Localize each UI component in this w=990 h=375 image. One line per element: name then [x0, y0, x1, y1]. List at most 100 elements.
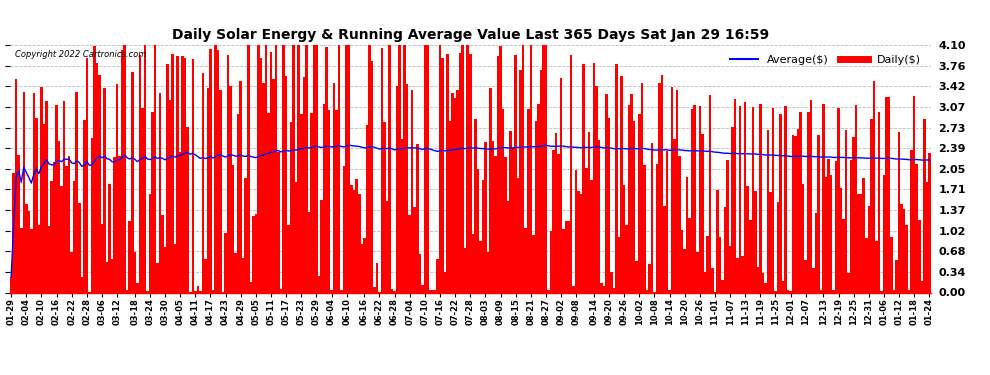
Bar [353, 190, 355, 292]
Bar [416, 144, 419, 292]
Bar [161, 215, 163, 292]
Bar [660, 75, 663, 292]
Bar [655, 164, 658, 292]
Bar [227, 55, 230, 292]
Bar [567, 221, 570, 292]
Bar [784, 106, 787, 292]
Bar [885, 98, 888, 292]
Bar [520, 70, 522, 292]
Bar [287, 225, 290, 292]
Bar [754, 191, 756, 292]
Bar [328, 110, 331, 292]
Bar [158, 93, 161, 292]
Bar [257, 45, 259, 292]
Bar [30, 229, 33, 292]
Bar [65, 166, 68, 292]
Bar [777, 202, 779, 292]
Bar [870, 119, 872, 292]
Bar [928, 153, 931, 292]
Bar [817, 135, 820, 292]
Bar [746, 186, 749, 292]
Bar [406, 84, 409, 292]
Bar [35, 118, 38, 292]
Bar [429, 290, 432, 292]
Bar [648, 264, 650, 292]
Bar [320, 200, 323, 292]
Bar [338, 45, 341, 292]
Bar [269, 51, 272, 292]
Bar [383, 122, 386, 292]
Bar [623, 185, 626, 292]
Bar [136, 283, 139, 292]
Bar [590, 180, 593, 292]
Bar [916, 164, 918, 292]
Bar [163, 247, 166, 292]
Bar [820, 290, 822, 292]
Bar [230, 86, 232, 292]
Bar [844, 130, 847, 292]
Bar [147, 291, 148, 292]
Bar [883, 175, 885, 292]
Bar [272, 79, 275, 292]
Bar [895, 260, 898, 292]
Bar [507, 201, 509, 292]
Bar [373, 287, 375, 292]
Bar [499, 46, 502, 292]
Bar [732, 127, 734, 292]
Bar [544, 45, 547, 292]
Bar [923, 119, 926, 292]
Bar [504, 157, 507, 292]
Bar [855, 105, 857, 292]
Bar [199, 291, 202, 292]
Bar [451, 93, 453, 292]
Bar [532, 235, 535, 292]
Bar [305, 45, 308, 292]
Bar [459, 53, 461, 292]
Bar [557, 154, 559, 292]
Bar [789, 291, 792, 292]
Bar [527, 110, 530, 292]
Bar [131, 72, 134, 292]
Title: Daily Solar Energy & Running Average Value Last 365 Days Sat Jan 29 16:59: Daily Solar Energy & Running Average Val… [171, 28, 769, 42]
Bar [908, 290, 911, 292]
Bar [10, 277, 13, 292]
Bar [636, 261, 638, 292]
Bar [75, 93, 78, 292]
Bar [434, 290, 437, 292]
Bar [497, 56, 499, 292]
Bar [331, 290, 333, 292]
Bar [25, 204, 28, 292]
Bar [360, 244, 363, 292]
Bar [825, 177, 828, 292]
Bar [810, 99, 812, 292]
Bar [517, 178, 520, 292]
Bar [323, 104, 325, 292]
Bar [461, 45, 464, 292]
Bar [918, 220, 921, 292]
Bar [691, 110, 693, 292]
Bar [277, 152, 280, 292]
Bar [598, 140, 600, 292]
Bar [333, 82, 336, 292]
Bar [794, 136, 797, 292]
Bar [169, 100, 171, 292]
Bar [862, 178, 865, 292]
Bar [678, 156, 681, 292]
Bar [616, 64, 618, 292]
Bar [347, 45, 350, 292]
Bar [729, 246, 732, 292]
Bar [370, 60, 373, 292]
Bar [722, 280, 724, 292]
Bar [509, 131, 512, 292]
Bar [421, 285, 424, 292]
Bar [126, 290, 129, 292]
Bar [85, 58, 88, 292]
Bar [618, 237, 621, 292]
Bar [63, 101, 65, 292]
Bar [549, 231, 552, 292]
Bar [151, 112, 153, 292]
Bar [73, 181, 75, 292]
Bar [346, 45, 347, 292]
Bar [55, 105, 57, 292]
Bar [693, 105, 696, 292]
